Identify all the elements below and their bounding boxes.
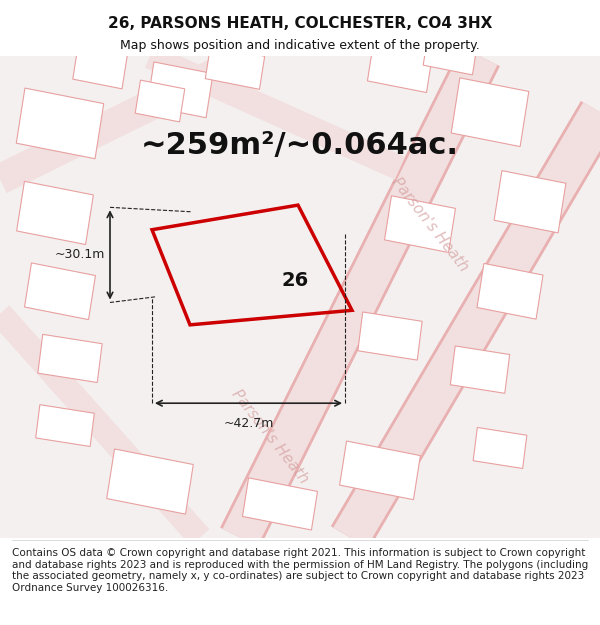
Polygon shape [423, 38, 477, 75]
Text: 26: 26 [281, 271, 308, 289]
Polygon shape [367, 42, 433, 92]
Text: Parson's Heath: Parson's Heath [229, 387, 311, 487]
Text: ~30.1m: ~30.1m [55, 248, 105, 261]
Polygon shape [494, 171, 566, 233]
Polygon shape [73, 46, 127, 89]
Text: ~42.7m: ~42.7m [223, 417, 274, 429]
Polygon shape [38, 334, 102, 382]
Polygon shape [451, 78, 529, 147]
Text: Parson's Heath: Parson's Heath [389, 174, 471, 274]
Polygon shape [147, 62, 213, 118]
Polygon shape [477, 263, 543, 319]
Polygon shape [107, 449, 193, 514]
Polygon shape [242, 478, 317, 530]
Polygon shape [35, 404, 94, 446]
Polygon shape [135, 80, 185, 122]
Polygon shape [16, 88, 104, 159]
Text: 26, PARSONS HEATH, COLCHESTER, CO4 3HX: 26, PARSONS HEATH, COLCHESTER, CO4 3HX [108, 16, 492, 31]
Text: ~259m²/~0.064ac.: ~259m²/~0.064ac. [141, 131, 459, 160]
Polygon shape [25, 263, 95, 319]
Text: Contains OS data © Crown copyright and database right 2021. This information is : Contains OS data © Crown copyright and d… [12, 548, 588, 592]
Polygon shape [205, 46, 265, 89]
Polygon shape [385, 196, 455, 252]
Polygon shape [473, 428, 527, 469]
Polygon shape [340, 441, 421, 499]
Polygon shape [17, 181, 94, 244]
Polygon shape [358, 312, 422, 360]
Polygon shape [451, 346, 509, 393]
Text: Map shows position and indicative extent of the property.: Map shows position and indicative extent… [120, 39, 480, 52]
